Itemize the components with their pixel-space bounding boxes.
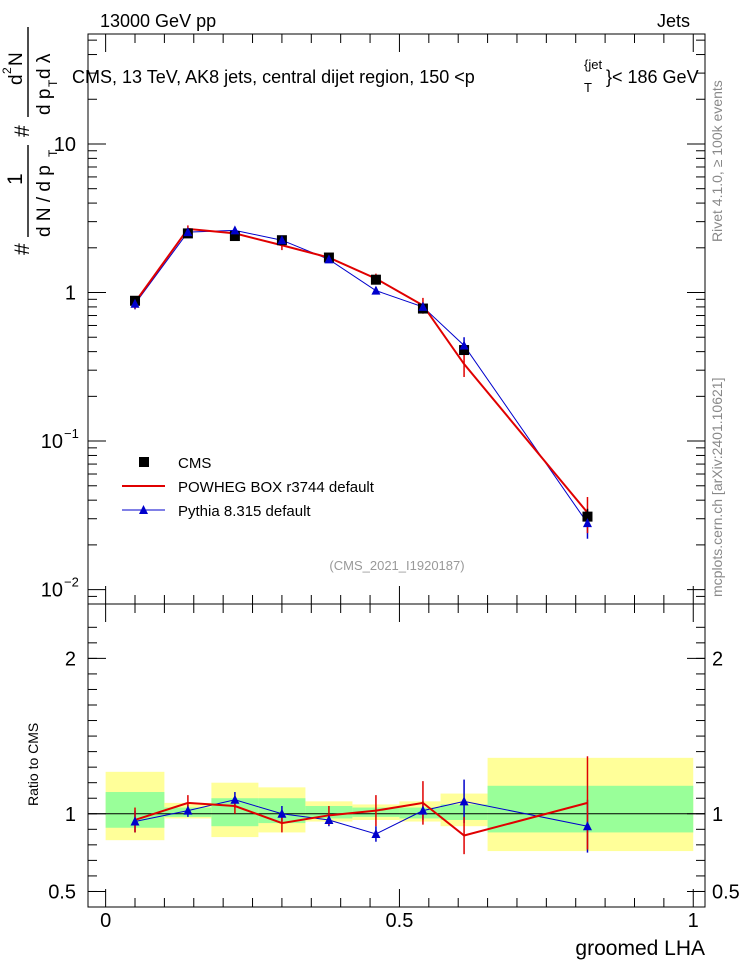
ratio-frame: [87, 603, 706, 908]
legend-powheg-label: POWHEG BOX r3744 default: [178, 479, 375, 496]
pythia-point: [418, 301, 428, 311]
ratio-y-label: Ratio to CMS: [25, 723, 41, 806]
pythia-point: [371, 285, 381, 295]
rivet-text: Rivet 4.1.0, ≥ 100k events: [709, 80, 725, 242]
ratio-y-tick-label: 0.5: [48, 881, 76, 903]
pythia-point: [459, 340, 469, 350]
ylabel-frac2-den: d p: [34, 89, 55, 115]
pythia-point: [324, 254, 334, 264]
title-sub: T: [584, 80, 592, 95]
ylabel-frac1-den: d N / d p: [34, 165, 55, 237]
ylabel-frac2-num: d: [6, 74, 27, 85]
ylabel-hash1: #: [11, 243, 34, 255]
ylabel-frac2-den-tail: d λ: [34, 53, 55, 79]
plot-title: CMS, 13 TeV, AK8 jets, central dijet reg…: [72, 67, 475, 87]
legend-cms-label: CMS: [178, 455, 211, 472]
ratio-y-tick-label: 2: [65, 648, 76, 670]
ratio-pythia-point: [277, 808, 287, 818]
legend-pythia-label: Pythia 8.315 default: [178, 503, 311, 520]
cms-point: [582, 511, 593, 522]
x-tick-label: 1: [688, 910, 699, 932]
pythia-point: [277, 235, 287, 245]
header-right: Jets: [657, 11, 690, 31]
ratio-pythia-point: [582, 821, 592, 831]
y-tick-label: 10: [41, 580, 63, 602]
cms-point: [459, 345, 470, 356]
ylabel-frac2-num-tail: N: [6, 52, 27, 66]
cms-point: [370, 274, 381, 285]
x-axis-label: groomed LHA: [575, 937, 705, 960]
ylabel-frac2-den-sub: T: [46, 79, 60, 87]
title-main: CMS, 13 TeV, AK8 jets, central dijet reg…: [72, 67, 475, 87]
legend-cms-marker: [139, 457, 149, 467]
ylabel-frac2-num-sup: 2: [0, 67, 14, 74]
y-tick-exp: −2: [64, 575, 79, 590]
y-tick-label: 10: [54, 134, 76, 156]
mcplots-text: mcplots.cern.ch [arXiv:2401.10621]: [709, 378, 725, 597]
ratio-pythia-point: [418, 805, 428, 815]
ylabel-hash2: #: [11, 125, 34, 137]
legend-pythia-marker: [139, 505, 148, 514]
ratio-bands: [105, 757, 694, 852]
pythia-point: [582, 518, 592, 528]
pythia-point: [183, 227, 193, 237]
header-left: 13000 GeV pp: [100, 11, 216, 31]
y-tick-label: 10: [41, 431, 63, 453]
ratio-pythia-point: [130, 816, 140, 826]
ratio-series: [130, 756, 592, 855]
ratio-pythia-point: [324, 814, 334, 824]
ylabel-frac1-den-sub: T: [46, 149, 60, 157]
ratio-pythia-point: [230, 794, 240, 804]
ratio-axes: 0 0.5 1 0.5 0.5 1 1 2 2: [48, 604, 740, 932]
x-tick-label: 0.5: [386, 910, 414, 932]
y-axis-label: # 1 d N / d p T # d 2 N d p T d λ: [0, 27, 60, 255]
ylabel-frac1-num: 1: [4, 173, 27, 185]
ratio-y-tick-label-right: 1: [712, 804, 723, 826]
title-sup: {jet: [584, 57, 602, 72]
ratio-pythia-point: [183, 805, 193, 815]
pythia-point: [230, 225, 240, 235]
cms-point: [229, 231, 240, 242]
ratio-y-tick-label: 1: [65, 804, 76, 826]
y-tick-exp: −1: [64, 426, 79, 441]
y-tick-label: 1: [65, 283, 76, 305]
ratio-y-tick-label-right: 2: [712, 648, 723, 670]
pythia-point: [130, 298, 140, 308]
analysis-id: (CMS_2021_I1920187): [329, 558, 464, 573]
ratio-pythia-point: [459, 796, 469, 806]
main-series: [130, 225, 593, 539]
ratio-band-inner: [487, 785, 694, 833]
ratio-y-tick-label-right: 0.5: [712, 881, 740, 903]
title-tail: }< 186 GeV: [606, 67, 699, 87]
legend: CMS POWHEG BOX r3744 default Pythia 8.31…: [122, 455, 375, 520]
x-tick-label: 0: [100, 910, 111, 932]
ratio-pythia-point: [371, 828, 381, 838]
